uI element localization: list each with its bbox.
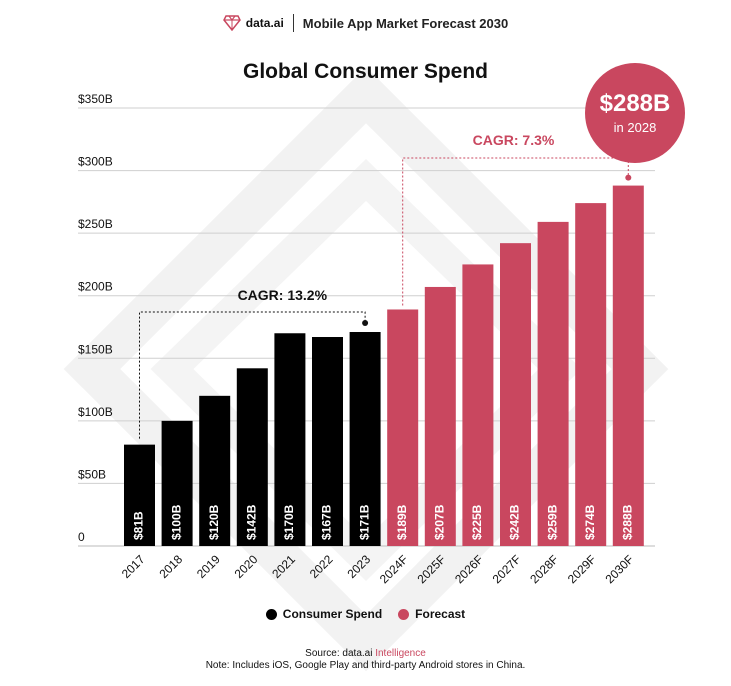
y-tick-label: $300B: [78, 155, 113, 169]
legend: Consumer Spend Forecast: [0, 607, 731, 621]
bar-value-label: $142B: [244, 504, 258, 540]
legend-item-actual: Consumer Spend: [265, 607, 383, 621]
legend-item-forecast: Forecast: [398, 607, 465, 621]
y-tick-label: $200B: [78, 280, 113, 294]
bar-value-label: $171B: [357, 504, 371, 540]
bar: [500, 243, 531, 546]
x-tick-label: 2019: [194, 552, 223, 581]
header-divider: [292, 14, 294, 32]
x-tick-label: 2018: [156, 552, 185, 581]
bar: [387, 309, 419, 546]
x-tick-label: 2023: [344, 552, 373, 581]
cagr-bracket-forecast-dot: [625, 174, 632, 181]
x-tick-label: 2020: [232, 552, 261, 581]
chart-title: Global Consumer Spend: [242, 60, 489, 83]
diamond-icon: [222, 15, 241, 31]
bar: [537, 221, 569, 546]
footer: Source: data.ai Intelligence Note: Inclu…: [0, 648, 731, 672]
x-tick-label: 2029F: [565, 552, 599, 586]
x-tick-label: 2026F: [452, 552, 486, 586]
cagr-label-forecast: CAGR: 7.3%: [473, 132, 555, 148]
bar: [575, 203, 607, 546]
bar-value-label: $242B: [508, 504, 522, 540]
bar-value-label: $100B: [169, 504, 183, 540]
brand-logo: data.ai: [222, 15, 284, 31]
legend-swatch-forecast: [398, 608, 410, 620]
x-tick-label: 2024F: [377, 552, 411, 586]
y-tick-label: $150B: [78, 342, 113, 356]
source-line: Source: data.ai Intelligence: [0, 648, 731, 660]
bar-value-label: $189B: [395, 504, 409, 540]
bar: [312, 337, 343, 546]
bar: [349, 332, 381, 546]
footnote: Note: Includes iOS, Google Play and thir…: [205, 660, 526, 671]
cagr-bracket-forecast: [402, 157, 629, 306]
badge-value: $288B: [599, 90, 671, 117]
header: data.ai Mobile App Market Forecast 2030: [0, 14, 731, 32]
bar-value-label: $207B: [432, 504, 446, 540]
header-subtitle: Mobile App Market Forecast 2030: [302, 15, 509, 31]
highlight-badge: $288B in 2028: [585, 63, 685, 163]
x-tick-label: 2022: [307, 552, 336, 581]
badge-caption: in 2028: [613, 120, 657, 135]
x-tick-label: 2025F: [414, 552, 448, 586]
cagr-label-historical: CAGR: 13.2%: [238, 287, 328, 303]
bar-value-label: $288B: [620, 504, 634, 540]
legend-swatch-actual: [265, 608, 277, 620]
bar-value-label: $120B: [207, 504, 221, 540]
bar: [199, 395, 231, 546]
source-accent: Intelligence: [375, 648, 426, 659]
y-tick-label: 0: [78, 530, 85, 544]
bar-value-label: $167B: [320, 504, 334, 540]
bar-value-label: $259B: [545, 504, 559, 540]
source-prefix: Source: data.ai: [305, 648, 373, 659]
x-tick-label: 2017: [119, 552, 148, 581]
y-tick-label: $350B: [78, 92, 113, 106]
bar: [424, 286, 456, 546]
x-tick-label: 2027F: [490, 552, 524, 586]
y-tick-label: $250B: [78, 217, 113, 231]
bar-value-label: $81B: [132, 511, 146, 540]
bar: [236, 368, 268, 546]
bar-value-label: $170B: [282, 504, 296, 540]
bar: [462, 264, 494, 546]
x-tick-label: 2030F: [602, 552, 636, 586]
legend-label-actual: Consumer Spend: [282, 607, 383, 621]
y-tick-label: $50B: [78, 467, 106, 481]
bar-chart: 0 $50B $100B $150B $200B $250B $300B $350B $81B 2…: [78, 92, 655, 586]
y-tick-label: $100B: [78, 405, 113, 419]
cagr-bracket-end-dot: [362, 320, 369, 327]
bar: [124, 444, 155, 546]
brand-name: data.ai: [245, 16, 284, 30]
legend-label-forecast: Forecast: [415, 607, 466, 621]
x-tick-label: 2028F: [527, 552, 561, 586]
bar-value-label: $225B: [470, 504, 484, 540]
bar: [274, 333, 306, 546]
x-tick-label: 2021: [269, 552, 298, 581]
bar-value-label: $274B: [583, 504, 597, 540]
bar: [612, 185, 644, 547]
bar: [161, 420, 193, 546]
